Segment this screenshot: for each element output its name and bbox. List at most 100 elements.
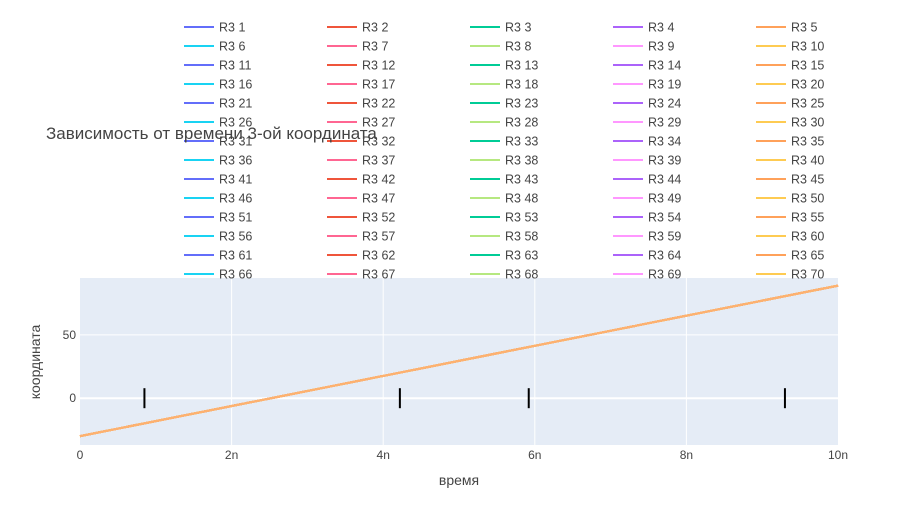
legend-item[interactable]: R3 4 [613, 21, 674, 35]
legend-item[interactable]: R3 22 [327, 97, 395, 111]
legend-item[interactable]: R3 55 [756, 211, 824, 225]
legend-item[interactable]: R3 5 [756, 21, 817, 35]
y-tick-label: 50 [63, 328, 77, 342]
legend-item[interactable]: R3 45 [756, 173, 824, 187]
legend-item[interactable]: R3 46 [184, 192, 252, 206]
legend-item[interactable]: R3 66 [184, 268, 252, 282]
legend-item[interactable]: R3 69 [613, 268, 681, 282]
legend-label: R3 34 [648, 135, 681, 149]
legend-item[interactable]: R3 44 [613, 173, 681, 187]
legend-label: R3 64 [648, 249, 681, 263]
legend-item[interactable]: R3 13 [470, 59, 538, 73]
legend-item[interactable]: R3 14 [613, 59, 681, 73]
legend-item[interactable]: R3 39 [613, 154, 681, 168]
legend-item[interactable]: R3 47 [327, 192, 395, 206]
legend-item[interactable]: R3 64 [613, 249, 681, 263]
legend-item[interactable]: R3 36 [184, 154, 252, 168]
legend-label: R3 28 [505, 116, 538, 130]
legend-label: R3 48 [505, 192, 538, 206]
legend-item[interactable]: R3 37 [327, 154, 395, 168]
legend-item[interactable]: R3 49 [613, 192, 681, 206]
legend-item[interactable]: R3 48 [470, 192, 538, 206]
legend-item[interactable]: R3 56 [184, 230, 252, 244]
x-tick-label: 2n [225, 448, 238, 462]
legend-item[interactable]: R3 65 [756, 249, 824, 263]
legend-item[interactable]: R3 67 [327, 268, 395, 282]
legend-item[interactable]: R3 26 [184, 116, 252, 130]
legend-label: R3 62 [362, 249, 395, 263]
legend-item[interactable]: R3 70 [756, 268, 824, 282]
legend-item[interactable]: R3 10 [756, 40, 824, 54]
legend-item[interactable]: R3 41 [184, 173, 252, 187]
legend-item[interactable]: R3 15 [756, 59, 824, 73]
legend-item[interactable]: R3 59 [613, 230, 681, 244]
legend-label: R3 55 [791, 211, 824, 225]
legend-item[interactable]: R3 19 [613, 78, 681, 92]
legend-item[interactable]: R3 38 [470, 154, 538, 168]
legend-item[interactable]: R3 58 [470, 230, 538, 244]
legend-label: R3 35 [791, 135, 824, 149]
legend-label: R3 65 [791, 249, 824, 263]
legend-item[interactable]: R3 42 [327, 173, 395, 187]
legend-item[interactable]: R3 3 [470, 21, 531, 35]
legend-label: R3 3 [505, 21, 531, 35]
legend-item[interactable]: R3 21 [184, 97, 252, 111]
legend-item[interactable]: R3 6 [184, 40, 245, 54]
legend-label: R3 14 [648, 59, 681, 73]
legend-label: R3 1 [219, 21, 245, 35]
legend-item[interactable]: R3 43 [470, 173, 538, 187]
legend-label: R3 57 [362, 230, 395, 244]
legend-item[interactable]: R3 51 [184, 211, 252, 225]
legend-label: R3 49 [648, 192, 681, 206]
legend-item[interactable]: R3 17 [327, 78, 395, 92]
legend-item[interactable]: R3 35 [756, 135, 824, 149]
legend-item[interactable]: R3 27 [327, 116, 395, 130]
legend-label: R3 23 [505, 97, 538, 111]
legend-item[interactable]: R3 61 [184, 249, 252, 263]
legend-item[interactable]: R3 63 [470, 249, 538, 263]
legend-item[interactable]: R3 12 [327, 59, 395, 73]
legend-item[interactable]: R3 50 [756, 192, 824, 206]
legend-item[interactable]: R3 60 [756, 230, 824, 244]
legend-item[interactable]: R3 57 [327, 230, 395, 244]
grid-lines [80, 278, 838, 445]
legend-item[interactable]: R3 30 [756, 116, 824, 130]
legend-item[interactable]: R3 40 [756, 154, 824, 168]
legend-item[interactable]: R3 32 [327, 135, 395, 149]
legend-item[interactable]: R3 62 [327, 249, 395, 263]
x-tick-label: 4n [377, 448, 390, 462]
legend-item[interactable]: R3 34 [613, 135, 681, 149]
legend-item[interactable]: R3 33 [470, 135, 538, 149]
legend-label: R3 68 [505, 268, 538, 282]
legend-item[interactable]: R3 54 [613, 211, 681, 225]
legend-item[interactable]: R3 23 [470, 97, 538, 111]
legend-label: R3 70 [791, 268, 824, 282]
legend[interactable]: R3 1 R3 2 R3 3 R3 4 R3 5 R3 6 R3 7 R3 8 R3 9 R3 1… [184, 21, 824, 282]
legend-item[interactable]: R3 2 [327, 21, 388, 35]
legend-item[interactable]: R3 11 [184, 59, 251, 73]
legend-item[interactable]: R3 24 [613, 97, 681, 111]
legend-item[interactable]: R3 28 [470, 116, 538, 130]
legend-label: R3 53 [505, 211, 538, 225]
legend-item[interactable]: R3 52 [327, 211, 395, 225]
legend-label: R3 56 [219, 230, 252, 244]
legend-item[interactable]: R3 25 [756, 97, 824, 111]
legend-item[interactable]: R3 20 [756, 78, 824, 92]
legend-item[interactable]: R3 53 [470, 211, 538, 225]
legend-item[interactable]: R3 9 [613, 40, 674, 54]
legend-label: R3 21 [219, 97, 252, 111]
legend-item[interactable]: R3 68 [470, 268, 538, 282]
legend-item[interactable]: R3 7 [327, 40, 388, 54]
legend-item[interactable]: R3 8 [470, 40, 531, 54]
legend-item[interactable]: R3 31 [184, 135, 252, 149]
legend-label: R3 50 [791, 192, 824, 206]
legend-item[interactable]: R3 18 [470, 78, 538, 92]
legend-item[interactable]: R3 29 [613, 116, 681, 130]
legend-label: R3 60 [791, 230, 824, 244]
legend-label: R3 19 [648, 78, 681, 92]
legend-label: R3 16 [219, 78, 252, 92]
legend-item[interactable]: R3 16 [184, 78, 252, 92]
legend-label: R3 29 [648, 116, 681, 130]
legend-item[interactable]: R3 1 [184, 21, 245, 35]
